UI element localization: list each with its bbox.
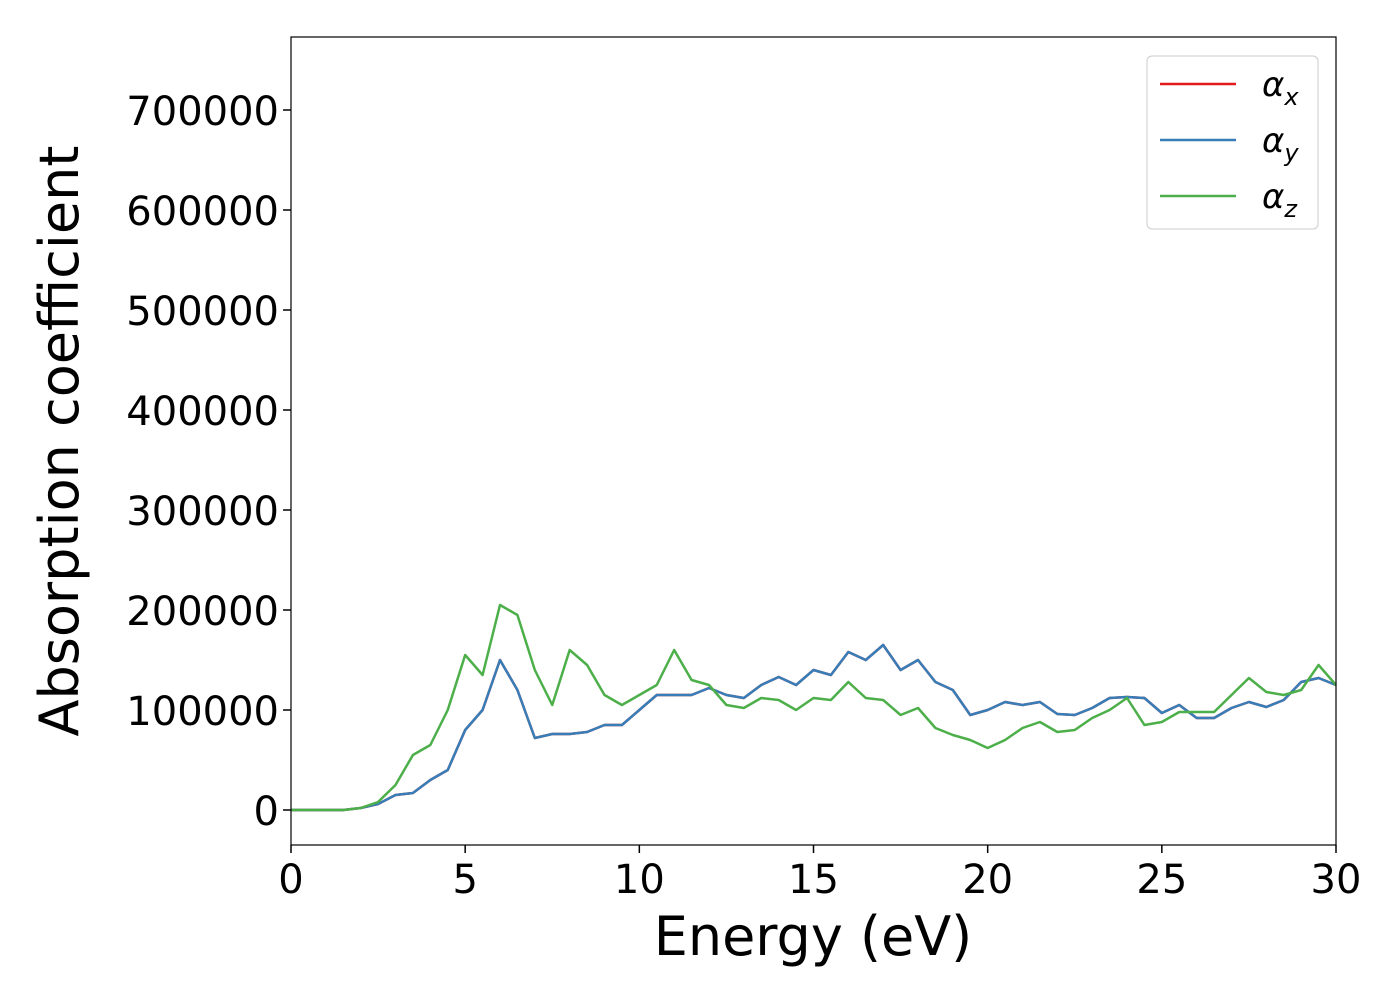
- legend-label: αz: [1262, 177, 1298, 223]
- y-tick-label: 100000: [126, 689, 279, 735]
- x-tick-label: 5: [452, 857, 477, 903]
- y-tick-label: 500000: [126, 289, 279, 335]
- y-tick-label: 200000: [126, 589, 279, 635]
- x-tick-label: 15: [788, 857, 839, 903]
- y-axis-label: Absorption coefficient: [28, 146, 91, 737]
- legend-box: [1146, 55, 1319, 230]
- y-tick-label: 0: [254, 789, 279, 835]
- legend-label: αx: [1262, 65, 1299, 111]
- y-tick-label: 300000: [126, 489, 279, 535]
- y-tick-label: 600000: [126, 189, 279, 235]
- y-tick-label: 400000: [126, 389, 279, 435]
- x-tick-label: 0: [278, 857, 303, 903]
- x-tick-label: 25: [1136, 857, 1187, 903]
- legend-label: αy: [1262, 121, 1299, 167]
- x-tick-label: 30: [1311, 857, 1362, 903]
- x-axis-label: Energy (eV): [654, 905, 973, 968]
- line: [291, 643, 1337, 812]
- plot-frame: [290, 36, 1337, 846]
- y-tick-label: 700000: [126, 89, 279, 135]
- x-tick-label: 20: [962, 857, 1013, 903]
- line: [291, 603, 1337, 812]
- x-tick-label: 10: [614, 857, 665, 903]
